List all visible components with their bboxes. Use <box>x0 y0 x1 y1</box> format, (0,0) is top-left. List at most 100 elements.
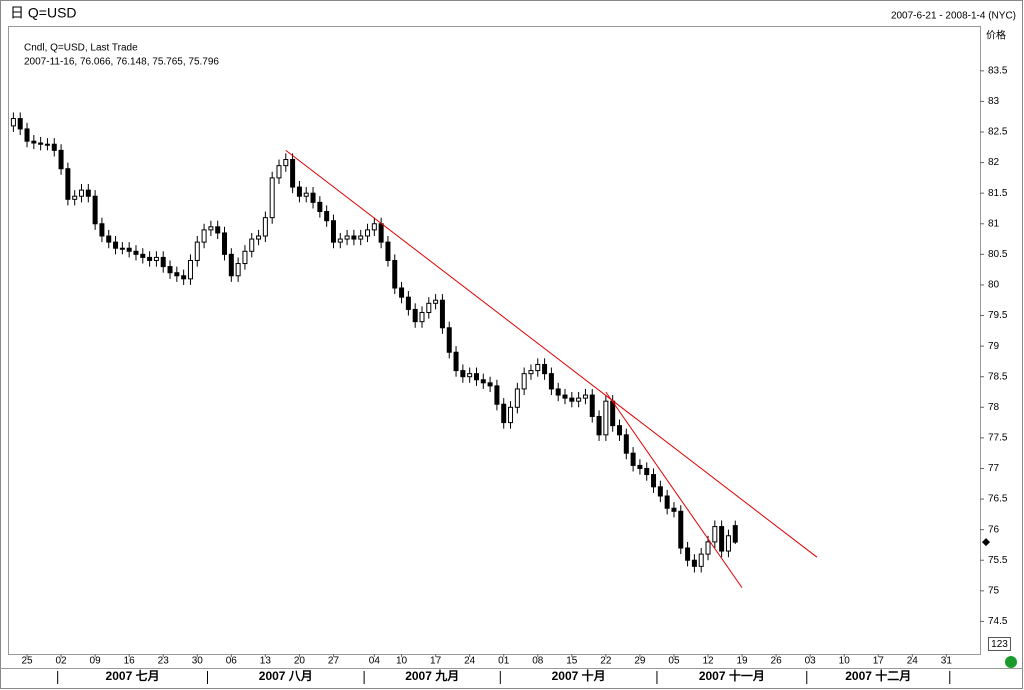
candle-body <box>521 373 527 390</box>
candle-body <box>610 400 616 427</box>
plot-frame <box>8 26 981 655</box>
y-axis-title: 价格 <box>986 29 1006 42</box>
candle-body <box>296 186 302 197</box>
candle-body <box>712 526 718 543</box>
candle-body <box>371 223 377 231</box>
x-tick-label: 29 <box>634 656 646 667</box>
candle-body <box>65 168 71 200</box>
candle-body <box>31 140 37 144</box>
candle-body <box>58 149 64 170</box>
x-tick-label: 17 <box>873 656 885 667</box>
candle-body <box>487 382 493 387</box>
candle-body <box>719 526 725 552</box>
candle-body <box>385 241 391 261</box>
candle-body <box>589 394 595 417</box>
candle-body <box>412 308 418 323</box>
candle-body <box>85 189 91 197</box>
y-tick-label: 74.5 <box>988 616 1008 627</box>
trend-line <box>605 391 743 589</box>
y-tick-label: 82 <box>988 157 1000 168</box>
candle-body <box>494 385 500 405</box>
candle-body <box>215 226 221 234</box>
y-tick-label: 82.5 <box>988 127 1008 138</box>
x-tick-label: 04 <box>369 656 381 667</box>
candle-body <box>528 370 534 375</box>
candle-body <box>119 247 125 250</box>
candle-body <box>623 434 629 454</box>
candle-body <box>324 211 330 222</box>
scale-button[interactable] <box>988 637 1011 651</box>
candle-body <box>44 143 50 146</box>
candle-body <box>439 299 445 329</box>
candle-body <box>208 226 214 231</box>
candle-body <box>317 201 323 213</box>
candle-body <box>153 256 159 261</box>
candle-body <box>330 220 336 243</box>
candle-body <box>79 189 84 197</box>
candle-body <box>616 425 622 436</box>
x-tick-label: 31 <box>941 656 953 667</box>
date-range: 2007-6-21 - 2008-1-4 (NYC) <box>891 11 1016 22</box>
candle-body <box>576 397 582 402</box>
candle-body <box>72 195 78 200</box>
candle-body <box>351 235 357 240</box>
candle-body <box>256 235 262 240</box>
candle-body <box>501 403 507 424</box>
x-tick-label: 13 <box>260 656 272 667</box>
candle-body <box>187 259 193 280</box>
y-tick-label: 83 <box>988 96 1000 107</box>
candle-body <box>664 495 670 509</box>
y-tick-label: 80.5 <box>988 249 1008 260</box>
y-tick-label: 79.5 <box>988 310 1008 321</box>
candle-body <box>644 467 650 476</box>
candle-body <box>167 266 173 274</box>
x-tick-label: 16 <box>124 656 136 667</box>
info-line: 2007-11-16, 76.066, 76.148, 75.765, 75.7… <box>24 57 219 68</box>
candle-body <box>24 128 30 142</box>
x-tick-label: 20 <box>294 656 306 667</box>
candle-body <box>651 474 657 488</box>
candle-body <box>725 535 731 552</box>
x-tick-label: 01 <box>498 656 510 667</box>
y-tick-label: 81.5 <box>988 188 1008 199</box>
candle-body <box>235 263 241 277</box>
x-tick-label: 22 <box>600 656 612 667</box>
candle-body <box>630 452 636 466</box>
candle-body <box>542 363 548 375</box>
month-label: 2007 十一月 <box>699 668 765 683</box>
x-tick-label: 24 <box>464 656 476 667</box>
candle-body <box>535 363 541 372</box>
month-label: 2007 九月 <box>405 668 459 683</box>
y-tick-label: 77 <box>988 463 1000 474</box>
candle-body <box>228 253 234 277</box>
x-tick-label: 10 <box>396 656 408 667</box>
x-tick-label: 27 <box>328 656 340 667</box>
candle-body <box>691 559 697 567</box>
y-tick-label: 83.5 <box>988 65 1008 76</box>
x-tick-label: 10 <box>839 656 851 667</box>
month-label: 2007 七月 <box>106 669 160 683</box>
candle-body <box>337 238 343 243</box>
month-label: 2007 十月 <box>552 668 606 683</box>
x-tick-label: 19 <box>737 656 749 667</box>
candle-body <box>106 235 112 243</box>
candle-body <box>419 311 425 323</box>
candle-body <box>147 256 153 261</box>
candle-body <box>99 223 105 237</box>
candle-body <box>344 235 350 240</box>
y-tick-label: 75.5 <box>988 555 1008 566</box>
candle-body <box>453 351 459 372</box>
y-tick-label: 80 <box>988 280 1000 291</box>
y-tick-label: 81 <box>988 218 1000 229</box>
candle-body <box>10 118 16 127</box>
x-tick-label: 08 <box>532 656 544 667</box>
x-tick-label: 23 <box>158 656 170 667</box>
candle-body <box>555 388 561 396</box>
y-tick-label: 76.5 <box>988 494 1008 505</box>
y-tick-label: 78.5 <box>988 371 1008 382</box>
scale-button-label[interactable]: 123 <box>991 639 1008 650</box>
candle-body <box>51 143 57 151</box>
last-price-marker <box>982 538 990 547</box>
candle-body <box>569 397 575 402</box>
